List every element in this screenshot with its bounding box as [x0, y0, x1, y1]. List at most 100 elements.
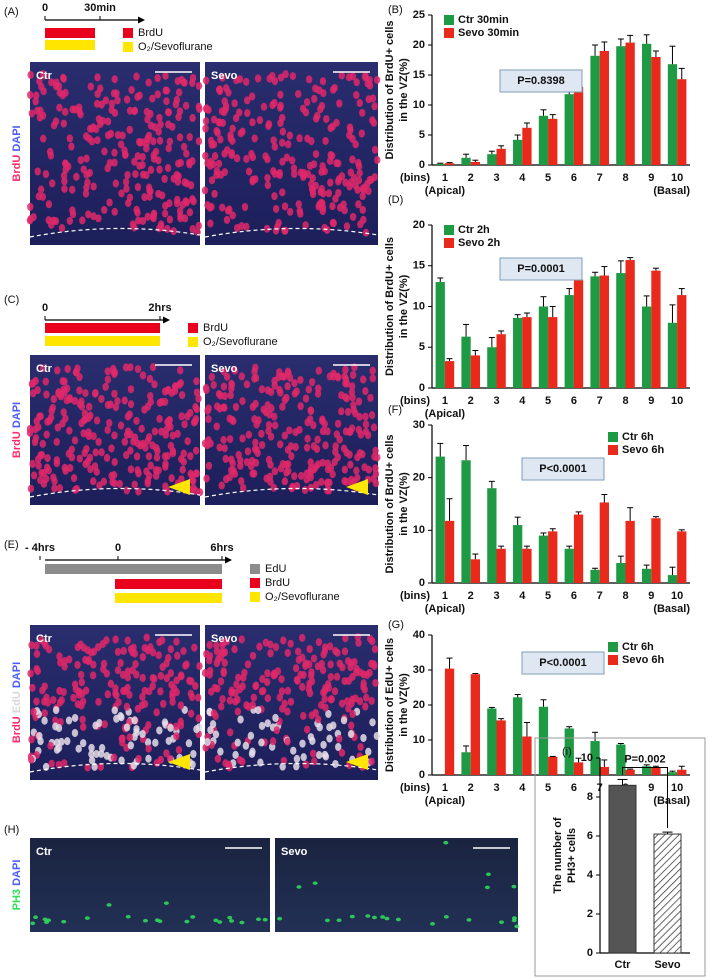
nucleus: [365, 95, 373, 104]
nucleus: [276, 693, 284, 702]
nucleus: [251, 134, 258, 143]
nucleus: [90, 182, 97, 191]
y-tick-label: 20: [413, 699, 425, 711]
nucleus: [142, 443, 149, 452]
nucleus: [369, 374, 377, 383]
micrograph: Ctr: [30, 838, 270, 932]
nucleus: [349, 212, 357, 221]
nucleus: [187, 181, 195, 190]
nucleus: [170, 174, 177, 183]
nucleus: [279, 113, 286, 122]
y-tick-label: 10: [581, 752, 593, 764]
nucleus: [71, 396, 79, 405]
nucleus: [341, 677, 348, 686]
bar: [548, 531, 558, 583]
nucleus: [187, 469, 194, 478]
nucleus: [371, 645, 379, 654]
nucleus: [206, 656, 213, 665]
nucleus: [106, 903, 112, 907]
nucleus: [280, 372, 288, 381]
nucleus: [27, 484, 35, 493]
bar: [435, 163, 445, 165]
nucleus: [147, 461, 154, 470]
nucleus: [341, 206, 348, 215]
nucleus: [279, 704, 286, 713]
nucleus: [175, 159, 182, 168]
nucleus: [284, 382, 291, 391]
nucleus: [173, 732, 180, 741]
y-tick-label: 40: [413, 629, 425, 641]
nucleus: [114, 131, 122, 140]
image-label: Sevo: [211, 633, 238, 645]
legend-label: O₂/Sevoflurane: [138, 41, 213, 53]
micrograph-bg: [30, 838, 270, 932]
nucleus: [305, 385, 312, 394]
bar: [496, 548, 506, 583]
nucleus: [299, 739, 306, 748]
nucleus: [165, 144, 172, 153]
nucleus: [55, 724, 63, 733]
nucleus: [231, 366, 239, 375]
nucleus: [39, 111, 47, 120]
nucleus: [217, 747, 224, 756]
nucleus: [359, 450, 366, 459]
nucleus: [139, 152, 146, 161]
significance-bracket: [622, 766, 668, 829]
nucleus: [150, 151, 157, 160]
nucleus: [146, 192, 153, 201]
nucleus: [98, 394, 105, 403]
nucleus: [85, 210, 92, 219]
nucleus: [33, 417, 40, 426]
nucleus: [56, 686, 63, 695]
annotation: P=0.0001: [517, 263, 564, 275]
nucleus: [354, 473, 361, 482]
image-label: Ctr: [36, 363, 53, 375]
legend-label: EdU: [265, 563, 286, 575]
x-tick-label: 3: [493, 395, 499, 407]
x-tick-label: 9: [648, 395, 654, 407]
nucleus: [94, 136, 101, 145]
nucleus: [443, 915, 449, 919]
nucleus: [310, 654, 318, 663]
nucleus: [338, 71, 345, 80]
stain-label: BrdU/DAPI: [11, 402, 23, 458]
nucleus: [269, 737, 277, 746]
nucleus: [89, 671, 97, 680]
nucleus: [360, 186, 367, 195]
nucleus: [327, 660, 334, 669]
nucleus: [349, 371, 357, 380]
nucleus: [107, 129, 115, 138]
nucleus: [139, 692, 146, 701]
nucleus: [178, 391, 186, 400]
nucleus: [371, 915, 377, 920]
nucleus: [183, 660, 190, 669]
nucleus: [34, 167, 41, 176]
nucleus: [45, 200, 53, 209]
x-tick-label: 7: [597, 395, 603, 407]
nucleus: [364, 431, 372, 440]
nucleus: [373, 75, 381, 84]
legend-swatch: [123, 28, 133, 38]
nucleus: [183, 149, 190, 158]
nucleus: [127, 400, 135, 409]
nucleus: [359, 108, 366, 117]
x-tick-label: 5: [545, 590, 551, 602]
nucleus: [342, 365, 349, 374]
nucleus: [368, 696, 375, 705]
nucleus: [265, 121, 272, 130]
nucleus: [121, 396, 128, 405]
bar: [461, 460, 471, 583]
nucleus: [213, 647, 221, 656]
nucleus: [56, 484, 64, 493]
nucleus: [69, 105, 76, 114]
nucleus: [186, 208, 194, 217]
panel-label: (G): [388, 619, 404, 631]
nucleus: [193, 725, 200, 734]
nucleus: [162, 430, 169, 439]
nucleus: [124, 199, 132, 208]
nucleus: [80, 429, 87, 438]
nucleus: [186, 676, 193, 685]
bar: [487, 154, 497, 165]
nucleus: [297, 402, 304, 411]
nucleus: [164, 108, 172, 117]
